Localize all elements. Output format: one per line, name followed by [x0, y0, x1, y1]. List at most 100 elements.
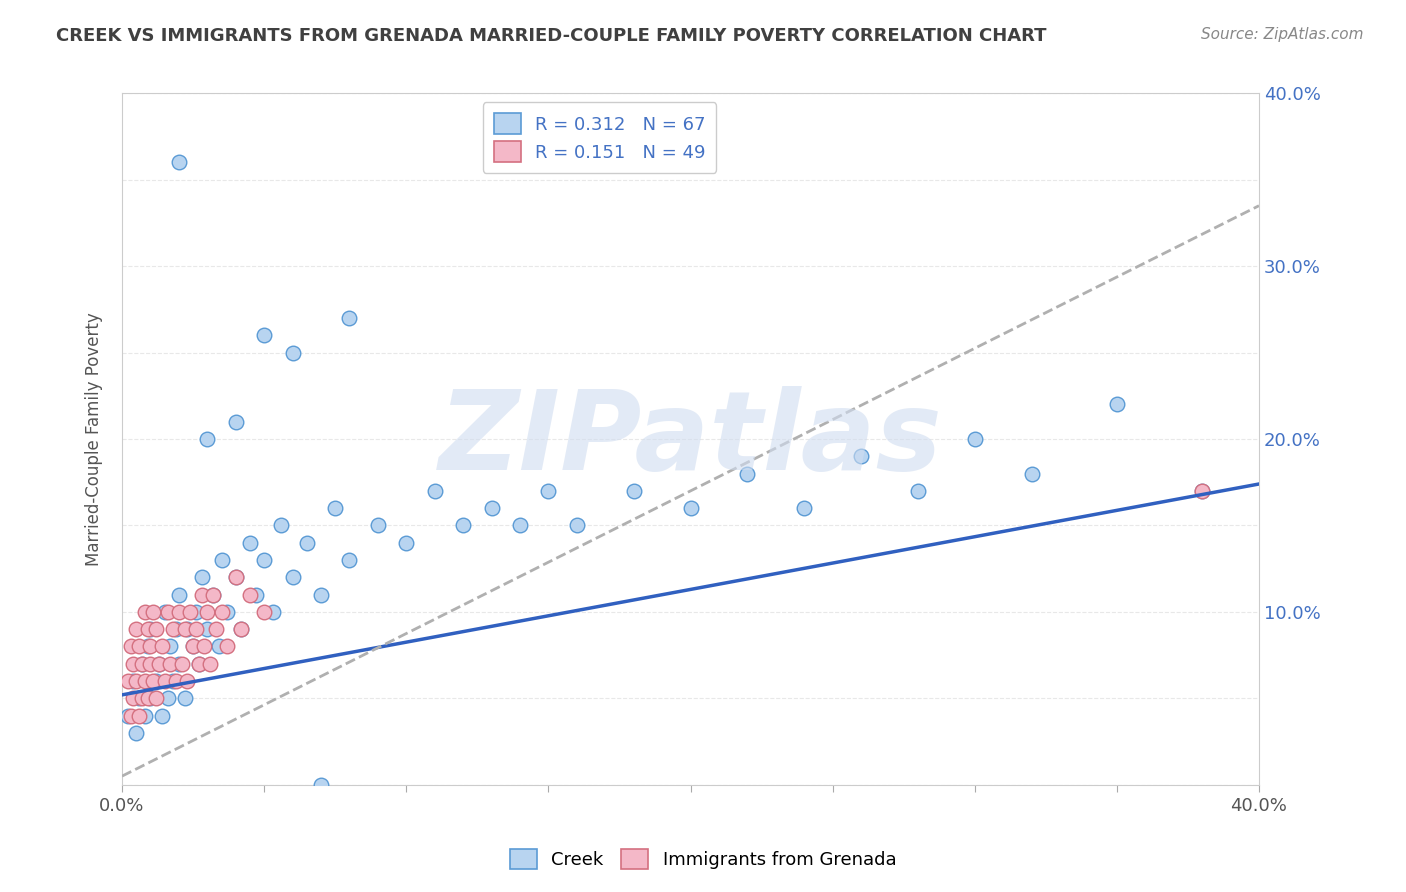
Point — [134, 674, 156, 689]
Legend: Creek, Immigrants from Grenada: Creek, Immigrants from Grenada — [501, 839, 905, 879]
Point — [198, 657, 221, 671]
Point — [1021, 467, 1043, 481]
Point — [565, 518, 588, 533]
Point — [181, 640, 204, 654]
Point — [136, 640, 159, 654]
Point — [623, 483, 645, 498]
Point — [270, 518, 292, 533]
Point — [162, 674, 184, 689]
Point — [187, 657, 209, 671]
Point — [159, 657, 181, 671]
Y-axis label: Married-Couple Family Poverty: Married-Couple Family Poverty — [86, 312, 103, 566]
Point — [907, 483, 929, 498]
Point — [128, 640, 150, 654]
Point — [1191, 483, 1213, 498]
Point — [176, 622, 198, 636]
Point — [153, 605, 176, 619]
Point — [128, 708, 150, 723]
Point — [481, 501, 503, 516]
Point — [309, 778, 332, 792]
Point — [367, 518, 389, 533]
Point — [195, 432, 218, 446]
Point — [195, 622, 218, 636]
Point — [281, 345, 304, 359]
Point — [201, 588, 224, 602]
Point — [159, 640, 181, 654]
Point — [125, 622, 148, 636]
Point — [122, 691, 145, 706]
Point — [136, 622, 159, 636]
Point — [125, 726, 148, 740]
Point — [205, 622, 228, 636]
Point — [131, 657, 153, 671]
Point — [793, 501, 815, 516]
Point — [139, 640, 162, 654]
Point — [145, 622, 167, 636]
Point — [148, 657, 170, 671]
Point — [125, 674, 148, 689]
Point — [451, 518, 474, 533]
Point — [211, 553, 233, 567]
Point — [190, 588, 212, 602]
Point — [117, 674, 139, 689]
Point — [253, 605, 276, 619]
Point — [217, 640, 239, 654]
Point — [134, 605, 156, 619]
Point — [179, 605, 201, 619]
Point — [225, 570, 247, 584]
Point — [176, 674, 198, 689]
Point — [253, 553, 276, 567]
Point — [170, 657, 193, 671]
Point — [339, 311, 361, 326]
Point — [253, 328, 276, 343]
Point — [120, 708, 142, 723]
Point — [217, 605, 239, 619]
Point — [208, 640, 231, 654]
Point — [162, 622, 184, 636]
Point — [167, 605, 190, 619]
Point — [117, 708, 139, 723]
Point — [167, 155, 190, 169]
Point — [339, 553, 361, 567]
Point — [201, 588, 224, 602]
Point — [195, 605, 218, 619]
Point — [139, 691, 162, 706]
Point — [181, 640, 204, 654]
Point — [262, 605, 284, 619]
Point — [156, 691, 179, 706]
Point — [231, 622, 253, 636]
Point — [142, 674, 165, 689]
Point — [231, 622, 253, 636]
Point — [167, 588, 190, 602]
Point — [139, 657, 162, 671]
Point — [1191, 483, 1213, 498]
Legend: R = 0.312   N = 67, R = 0.151   N = 49: R = 0.312 N = 67, R = 0.151 N = 49 — [482, 103, 717, 173]
Point — [136, 691, 159, 706]
Point — [145, 674, 167, 689]
Point — [679, 501, 702, 516]
Text: Source: ZipAtlas.com: Source: ZipAtlas.com — [1201, 27, 1364, 42]
Point — [142, 605, 165, 619]
Point — [184, 622, 207, 636]
Point — [737, 467, 759, 481]
Point — [156, 605, 179, 619]
Point — [122, 674, 145, 689]
Point — [173, 691, 195, 706]
Point — [120, 640, 142, 654]
Point — [134, 708, 156, 723]
Point — [190, 570, 212, 584]
Point — [245, 588, 267, 602]
Point — [153, 674, 176, 689]
Point — [225, 570, 247, 584]
Point — [281, 570, 304, 584]
Point — [193, 640, 215, 654]
Point — [395, 535, 418, 549]
Text: ZIPatlas: ZIPatlas — [439, 385, 942, 492]
Point — [165, 622, 187, 636]
Point — [225, 415, 247, 429]
Point — [139, 622, 162, 636]
Point — [165, 674, 187, 689]
Point — [122, 657, 145, 671]
Point — [849, 450, 872, 464]
Point — [239, 535, 262, 549]
